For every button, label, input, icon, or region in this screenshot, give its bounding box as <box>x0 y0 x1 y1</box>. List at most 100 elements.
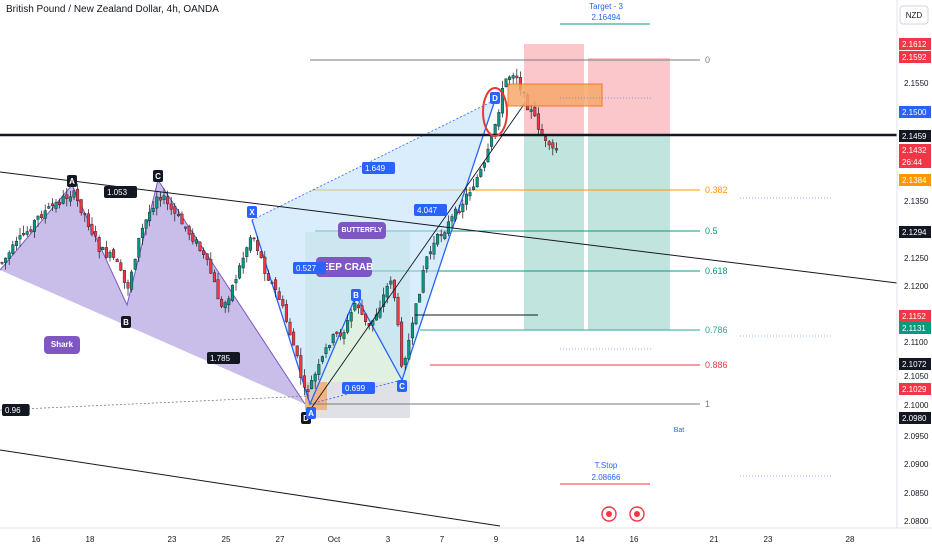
y-tick-label: 2.0850 <box>904 489 929 498</box>
candle-body <box>4 257 8 263</box>
candle-body <box>403 358 407 365</box>
butterfly-tag-bg <box>338 222 386 239</box>
ratio-bg <box>362 162 395 174</box>
y-tick-label: 2.1000 <box>904 401 929 410</box>
x-tick-label: 21 <box>710 535 719 544</box>
pattern-point-label: D <box>492 94 498 103</box>
candle-body <box>335 331 339 334</box>
candle-body <box>194 239 198 244</box>
candle-body <box>551 142 555 149</box>
candle-body <box>173 206 177 214</box>
deep-crab-tag: DEEP CRAB <box>315 262 374 273</box>
trendline-rising <box>309 102 526 411</box>
x-tick-label: Oct <box>328 535 341 544</box>
butterfly-tag: BUTTERFLY <box>342 227 383 234</box>
candle-body <box>155 196 159 209</box>
candle-body <box>389 280 393 285</box>
x-tick-label: 3 <box>386 535 391 544</box>
candle-body <box>119 262 123 271</box>
pattern-point-label: A <box>308 409 314 418</box>
target3-label: Target - 3 <box>589 2 623 11</box>
candle-body <box>65 194 69 199</box>
candle-body <box>461 203 465 213</box>
candle-body <box>180 213 184 225</box>
candle-body <box>83 213 87 215</box>
candle-body <box>115 259 119 263</box>
candle-body <box>400 321 404 367</box>
candle-body <box>256 240 260 252</box>
candle-body <box>14 240 18 246</box>
candle-body <box>18 235 22 240</box>
fib-level-label: 0 <box>705 55 710 65</box>
y-tick-label: 2.0900 <box>904 460 929 469</box>
candle-body <box>508 76 512 80</box>
candle-body <box>288 321 292 336</box>
candle-body <box>544 136 548 141</box>
ratio-bg <box>2 404 30 416</box>
candle-body <box>140 227 144 238</box>
y-tick-label: 2.1350 <box>904 197 929 206</box>
candle-body <box>479 169 483 177</box>
fib-level-label: 0.618 <box>705 266 728 276</box>
price-label: 26:44 <box>902 158 923 167</box>
pattern-point-label: C <box>155 172 161 181</box>
candle-body <box>320 356 324 362</box>
candle-body <box>32 220 36 232</box>
candle-body <box>104 247 108 258</box>
fib-level-label: 0.786 <box>705 325 728 335</box>
candle-body <box>29 229 33 232</box>
price-label: 2.1612 <box>902 40 927 49</box>
candle-body <box>122 270 126 283</box>
price-label-bg <box>899 310 931 322</box>
x-tick-label: 9 <box>494 535 499 544</box>
fib-level-label: 0.886 <box>705 360 728 370</box>
candle-body <box>266 273 270 281</box>
candle-body <box>191 232 195 242</box>
target3-value: 2.16494 <box>592 13 621 22</box>
candle-body <box>418 293 422 303</box>
ratio-bg <box>207 352 240 364</box>
price-label-bg <box>899 226 931 238</box>
price-label: 2.0980 <box>902 414 927 423</box>
candle-body <box>547 141 551 146</box>
candle-body <box>7 252 11 259</box>
shark-pattern-fill <box>0 180 305 404</box>
stop-label: T.Stop <box>595 461 618 470</box>
pattern-point-marker <box>67 175 77 187</box>
candle-body <box>270 282 274 284</box>
ratio-bg <box>293 262 326 274</box>
price-label: 2.1500 <box>902 108 927 117</box>
candle-body <box>205 253 209 260</box>
pattern-point-marker <box>121 316 131 328</box>
price-label-bg <box>899 51 931 63</box>
candle-body <box>475 177 479 187</box>
highlight-circle <box>482 87 508 137</box>
price-label-bg <box>899 38 931 50</box>
candle-body <box>428 251 432 255</box>
candle-body <box>151 207 155 213</box>
price-label: 2.1459 <box>902 132 927 141</box>
candle-body <box>353 303 357 311</box>
candle-body <box>306 389 310 392</box>
ratio-label: 1.649 <box>365 164 386 173</box>
candle-body <box>259 251 263 258</box>
candle-body <box>166 196 170 205</box>
candle-body <box>349 312 353 322</box>
candle-body <box>310 380 314 390</box>
supply-zone-box <box>507 83 603 107</box>
candle-body <box>158 196 162 201</box>
dotted-ratio-line <box>0 395 311 411</box>
candle-body <box>342 332 346 339</box>
price-label: 2.1072 <box>902 360 927 369</box>
ratio-bg <box>414 204 447 216</box>
pattern-point-label: D <box>303 414 309 423</box>
ratio-label: 4.047 <box>417 206 438 215</box>
pattern-point-label: C <box>399 382 405 391</box>
price-label: 2.1384 <box>902 176 927 185</box>
candle-body <box>346 320 350 333</box>
candle-body <box>468 192 472 197</box>
candle-body <box>133 258 137 270</box>
y-axis-bg <box>897 0 932 550</box>
